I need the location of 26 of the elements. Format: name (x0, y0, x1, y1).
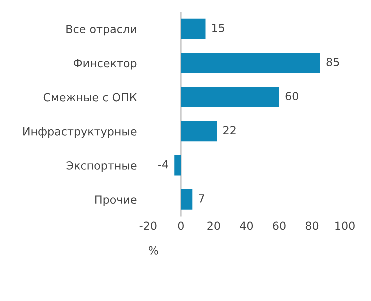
data-label: 22 (224, 126, 236, 135)
y-tick-label: Инфраструктурные (24, 128, 137, 138)
x-tick-label: 0 (178, 222, 184, 230)
y-tick-label: Экспортные (66, 162, 137, 172)
data-label: 15 (212, 24, 224, 32)
x-tick-label: 100 (336, 222, 355, 230)
x-tick-label: 40 (240, 222, 254, 230)
x-tick-label: 60 (273, 222, 286, 230)
bar (181, 189, 193, 210)
x-tick-label: 20 (208, 222, 220, 230)
bar (181, 52, 320, 74)
y-tick-label: Смежные с ОПК (44, 93, 138, 102)
y-tick-label: Все отрасли (66, 25, 136, 36)
x-tick-label: 80 (306, 222, 319, 230)
x-axis-title: % (149, 246, 158, 255)
bar (181, 18, 206, 40)
x-tick-label: -20 (140, 222, 157, 230)
data-label: 7 (199, 194, 204, 203)
bar (174, 155, 182, 176)
y-tick-label: Финсектор (74, 59, 137, 70)
y-tick-label: Прочие (96, 196, 137, 206)
data-label: -4 (158, 160, 168, 169)
bar (181, 87, 280, 108)
bar (181, 121, 218, 142)
data-label: 85 (326, 58, 340, 66)
data-label: 60 (286, 92, 298, 101)
